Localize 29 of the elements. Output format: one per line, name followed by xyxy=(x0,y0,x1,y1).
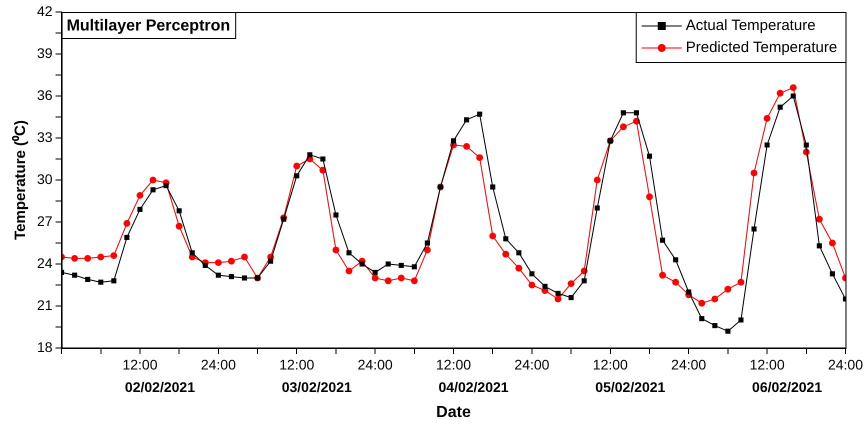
y-tick-label: 33 xyxy=(36,128,53,145)
y-tick-label: 24 xyxy=(36,254,53,271)
text: 02/02/2021 xyxy=(124,378,196,395)
x-tick-label: 24:00 xyxy=(358,356,393,372)
y-tick-label: 39 xyxy=(36,44,53,61)
x-axis-title: Date xyxy=(436,404,471,421)
y-tick-label: 42 xyxy=(36,2,53,19)
y-tick-label: 30 xyxy=(36,170,53,187)
legend-label: Actual Temperature xyxy=(686,17,816,34)
y-tick-label: 27 xyxy=(36,212,53,229)
x-tick-label: 12:00 xyxy=(750,356,785,372)
text: 05/02/2021 xyxy=(595,378,666,395)
x-tick-label: 12:00 xyxy=(592,356,628,372)
x-tick-label: 12:00 xyxy=(436,356,472,372)
text: 06/02/2021 xyxy=(752,378,822,395)
x-tick-label: 24:00 xyxy=(514,356,550,372)
x-tick-label: 12:00 xyxy=(279,356,314,372)
x-tick-label: 24:00 xyxy=(671,356,706,372)
y-axis-title: Temperature (⁰C) xyxy=(11,120,30,240)
text: 04/02/2021 xyxy=(438,378,509,395)
y-tick-label: 18 xyxy=(36,338,53,355)
text: 03/02/2021 xyxy=(282,378,352,395)
y-tick-label: 21 xyxy=(36,296,53,313)
y-tick-label: 36 xyxy=(36,86,53,103)
x-tick-label: 12:00 xyxy=(122,356,158,372)
chart-title: Multilayer Perceptron xyxy=(66,17,230,34)
x-tick-label: 24:00 xyxy=(200,356,236,372)
legend-label: Predicted Temperature xyxy=(686,39,838,56)
x-tick-label: 24:00 xyxy=(828,356,864,372)
